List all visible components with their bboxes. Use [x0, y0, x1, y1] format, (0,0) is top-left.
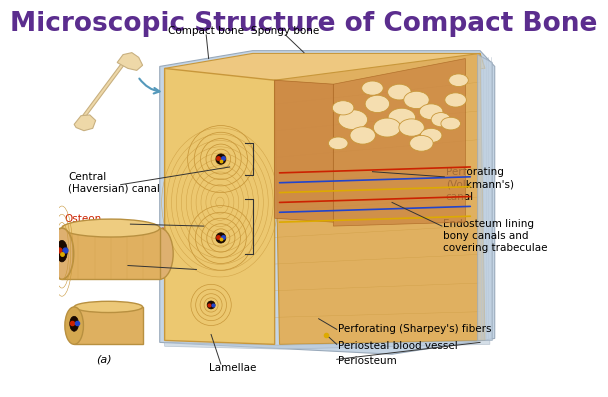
Ellipse shape — [399, 119, 424, 136]
Ellipse shape — [50, 228, 74, 279]
Polygon shape — [62, 228, 160, 279]
Text: Endosteum lining
bony canals and
covering trabeculae: Endosteum lining bony canals and coverin… — [443, 219, 548, 253]
Text: Compact bone: Compact bone — [168, 26, 244, 36]
Ellipse shape — [328, 137, 348, 150]
Text: Periosteum: Periosteum — [338, 356, 397, 366]
Text: Periosteal blood vessel: Periosteal blood vessel — [338, 341, 458, 351]
Polygon shape — [165, 54, 485, 80]
Polygon shape — [165, 68, 275, 344]
Polygon shape — [160, 51, 495, 354]
Ellipse shape — [449, 74, 468, 87]
Text: (a): (a) — [95, 355, 111, 364]
Ellipse shape — [62, 219, 160, 237]
Ellipse shape — [431, 113, 451, 127]
Ellipse shape — [388, 108, 415, 127]
Ellipse shape — [362, 81, 383, 95]
Polygon shape — [275, 80, 333, 222]
Ellipse shape — [207, 301, 215, 309]
Ellipse shape — [70, 316, 78, 331]
Ellipse shape — [74, 301, 143, 312]
Ellipse shape — [410, 135, 433, 151]
Ellipse shape — [57, 240, 67, 262]
Polygon shape — [333, 58, 465, 226]
Ellipse shape — [216, 233, 226, 243]
Text: Perforating
(Volkmann's)
canal: Perforating (Volkmann's) canal — [446, 167, 514, 202]
Text: Central
(Haversian) canal: Central (Haversian) canal — [68, 172, 160, 194]
Ellipse shape — [147, 228, 173, 279]
Polygon shape — [74, 307, 143, 344]
Polygon shape — [478, 55, 492, 340]
Polygon shape — [117, 53, 143, 70]
Ellipse shape — [445, 93, 466, 107]
Ellipse shape — [420, 104, 443, 119]
Text: Microscopic Structure of Compact Bone: Microscopic Structure of Compact Bone — [10, 11, 598, 37]
Ellipse shape — [441, 117, 460, 130]
Ellipse shape — [388, 84, 411, 100]
Ellipse shape — [365, 95, 390, 113]
Ellipse shape — [65, 307, 83, 344]
Text: Osteon
(Haversian system): Osteon (Haversian system) — [64, 214, 166, 237]
Ellipse shape — [373, 118, 401, 137]
Ellipse shape — [333, 101, 354, 115]
Polygon shape — [77, 57, 130, 123]
Ellipse shape — [338, 110, 368, 129]
Polygon shape — [165, 340, 490, 349]
Polygon shape — [74, 115, 95, 131]
Ellipse shape — [404, 91, 429, 109]
Polygon shape — [275, 54, 485, 344]
Text: Perforating (Sharpey's) fibers: Perforating (Sharpey's) fibers — [338, 324, 492, 334]
Ellipse shape — [216, 154, 226, 164]
Text: Circumferential
lamellae: Circumferential lamellae — [64, 255, 145, 278]
Ellipse shape — [420, 128, 442, 143]
Text: Spongy bone: Spongy bone — [251, 26, 320, 36]
Ellipse shape — [350, 127, 375, 144]
Text: Lamellae: Lamellae — [209, 363, 257, 373]
